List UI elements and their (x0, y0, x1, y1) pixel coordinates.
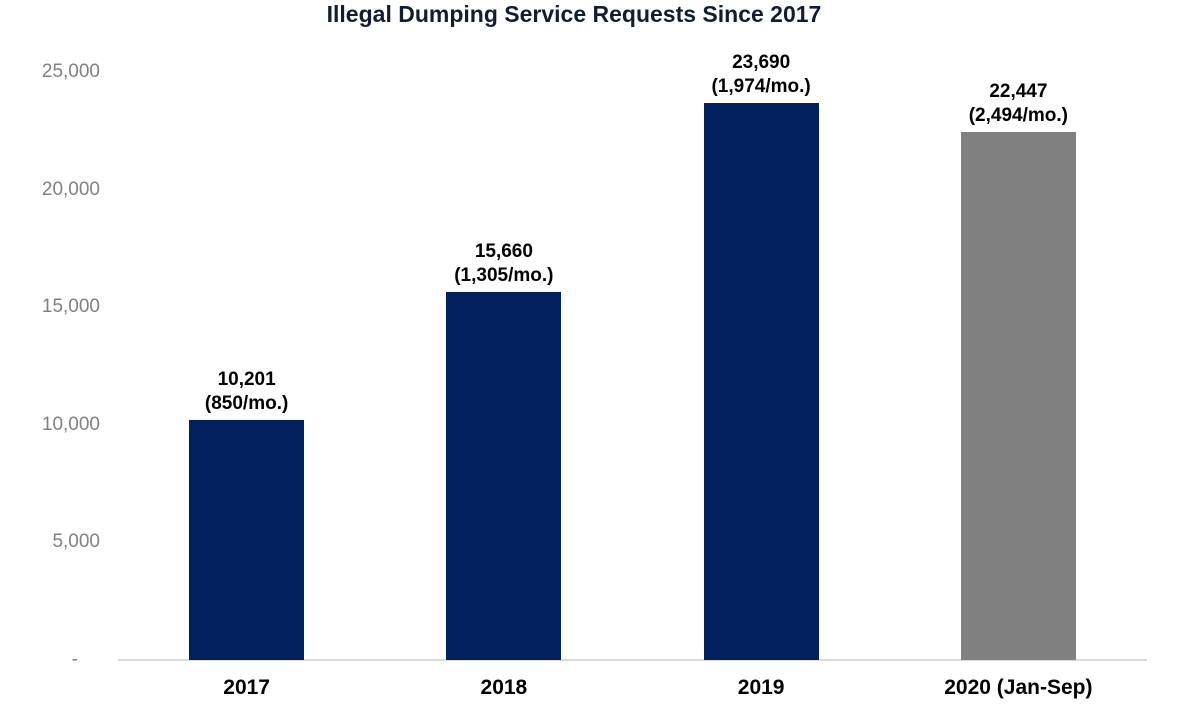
bar-total-label: 15,660 (474, 240, 533, 262)
x-axis-label-2020: 2020 (Jan-Sep) (944, 676, 1093, 699)
bar-rate-label: (850/mo.) (204, 393, 289, 415)
bar-2020 (960, 132, 1076, 660)
y-axis-tick-15000: 15,000 (41, 296, 100, 318)
bar-rate-label: (2,494/mo.) (968, 105, 1068, 127)
bar-total-label: 22,447 (989, 81, 1048, 103)
y-axis-tick-5000: 5,000 (52, 531, 100, 553)
bar-total-label: 23,690 (732, 51, 791, 73)
bar-label-2017: 10,201 (850/mo.) (137, 368, 357, 416)
y-axis-tick-10000: 10,000 (41, 413, 100, 435)
bar-label-2018: 15,660 (1,305/mo.) (394, 240, 614, 288)
y-axis-tick-25000: 25,000 (41, 61, 100, 82)
bar-total-label: 10,201 (217, 369, 276, 391)
bar-2019 (703, 102, 819, 660)
x-axis-label-2018: 2018 (480, 676, 528, 699)
chart-title: Illegal Dumping Service Requests Since 2… (326, 1, 822, 27)
y-axis-tick-0: - (71, 649, 78, 670)
bar-rate-label: (1,305/mo.) (454, 264, 554, 286)
x-axis-label-2017: 2017 (223, 676, 270, 699)
x-axis-line (118, 659, 1147, 661)
x-axis-label-2019: 2019 (737, 676, 785, 699)
y-axis-tick-20000: 20,000 (41, 178, 100, 200)
bar-rate-label: (1,974/mo.) (711, 75, 811, 97)
bar-label-2020: 22,447 (2,494/mo.) (908, 80, 1128, 128)
bar-2017 (189, 420, 305, 660)
bar-2018 (446, 291, 562, 660)
bar-label-2019: 23,690 (1,974/mo.) (651, 51, 871, 99)
